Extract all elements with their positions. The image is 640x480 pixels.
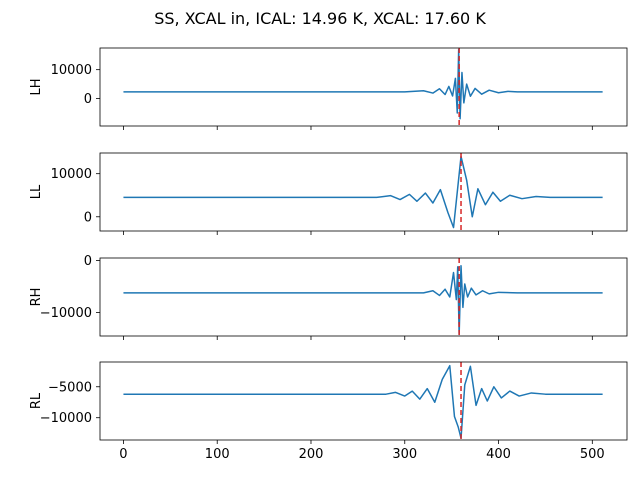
y-tick-label: 10000 (51, 63, 92, 78)
x-tick-label: 0 (119, 447, 127, 462)
x-tick-label: 500 (580, 447, 605, 462)
series-line (123, 265, 603, 336)
subplot-rl: 0 100 200 300 400 500 −10000 −5000 RL (29, 361, 628, 462)
x-tick-label: 100 (205, 447, 230, 462)
axes-frame (99, 152, 628, 232)
subplot-lh: 0 10000 LH (29, 47, 628, 130)
y-axis-label: RH (29, 288, 44, 307)
axes-frame (99, 257, 628, 337)
axes-frame (99, 361, 628, 441)
y-axis-label: RL (29, 392, 44, 409)
y-tick-label: 0 (84, 92, 92, 107)
y-tick-label: 0 (84, 254, 92, 269)
subplot-ll: 0 10000 LL (29, 152, 628, 235)
y-tick-label: −10000 (40, 411, 92, 426)
subplots: 0 10000 LH 0 10000 LL −10000 0 RH 0 100 200 300 400 50… (29, 47, 628, 462)
y-tick-label: −5000 (48, 380, 92, 395)
x-tick-label: 200 (299, 447, 324, 462)
x-tick-label: 400 (486, 447, 511, 462)
y-tick-label: −10000 (40, 306, 92, 321)
y-tick-label: 10000 (51, 167, 92, 182)
figure-title: SS, XCAL in, ICAL: 14.96 K, XCAL: 17.60 … (154, 9, 486, 28)
series-line (123, 48, 603, 120)
y-axis-label: LL (29, 184, 44, 199)
axes-frame (99, 47, 628, 127)
subplot-rh: −10000 0 RH (29, 254, 628, 340)
y-axis-label: LH (29, 78, 44, 95)
x-tick-label: 300 (392, 447, 417, 462)
y-tick-label: 0 (84, 210, 92, 225)
